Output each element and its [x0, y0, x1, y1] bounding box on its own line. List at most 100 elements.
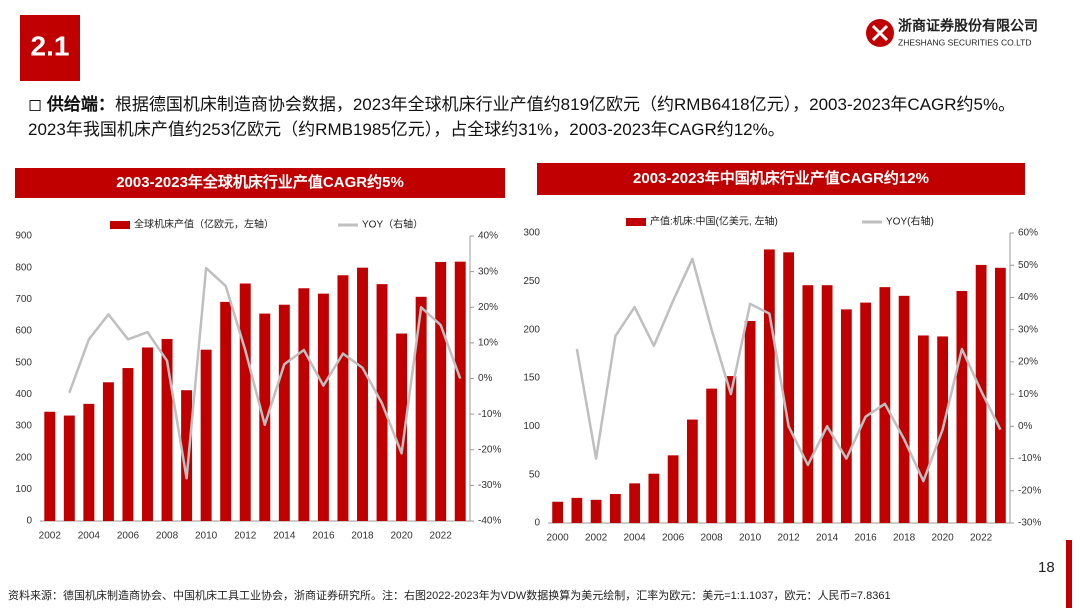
x-tick-label: 2002 — [39, 531, 62, 542]
y2-tick-label: -20% — [1018, 485, 1041, 496]
bar — [609, 494, 621, 523]
y2-tick-label: 0% — [1018, 421, 1033, 432]
x-tick-label: 2020 — [390, 531, 413, 542]
bullet-label: 供给端： — [46, 95, 115, 114]
bar — [63, 415, 75, 521]
x-tick-label: 2002 — [585, 533, 608, 544]
y2-tick-label: 40% — [478, 231, 498, 242]
y-tick-label: 100 — [523, 421, 540, 432]
y2-tick-label: -10% — [478, 409, 501, 420]
x-tick-label: 2010 — [739, 533, 762, 544]
y2-tick-label: -40% — [478, 516, 501, 527]
title-banner — [537, 163, 1025, 195]
bar — [200, 349, 212, 521]
bar — [454, 261, 466, 521]
x-tick-label: 2000 — [547, 533, 570, 544]
legend-label: YOY（右轴） — [362, 218, 423, 231]
x-tick-label: 2006 — [117, 531, 140, 542]
bar — [435, 261, 447, 521]
legend-swatch — [110, 221, 130, 229]
bar — [239, 283, 251, 521]
bar — [744, 320, 756, 523]
bullet-text: ◻ 供给端：根据德国机床制造商协会数据，2023年全球机床行业产值约819亿欧元… — [28, 95, 1016, 139]
title-banner — [15, 168, 505, 198]
section-badge — [20, 15, 80, 81]
y-tick-label: 900 — [15, 231, 32, 242]
x-tick-label: 2018 — [893, 533, 916, 544]
bar — [259, 313, 271, 521]
x-tick-label: 2022 — [970, 533, 993, 544]
bar — [83, 403, 95, 521]
y2-tick-label: 50% — [1018, 260, 1038, 271]
y-tick-label: 0 — [534, 518, 540, 529]
y2-tick-label: -20% — [478, 444, 501, 455]
bar — [161, 338, 173, 521]
y2-tick-label: 30% — [1018, 324, 1038, 335]
bar — [142, 347, 153, 521]
legend-swatch — [626, 218, 646, 226]
x-tick-label: 2008 — [156, 531, 179, 542]
y2-tick-label: 0% — [478, 373, 493, 384]
y-tick-label: 150 — [523, 373, 540, 384]
bar — [994, 267, 1006, 523]
chart-title: 2003-2023年全球机床行业产值CAGR约5% — [116, 173, 404, 191]
page-number: 18 — [1038, 559, 1055, 576]
bar — [783, 252, 795, 524]
bar — [763, 249, 775, 523]
bar — [648, 473, 660, 523]
bar — [898, 295, 910, 523]
x-tick-label: 2016 — [312, 531, 335, 542]
section-number: 2.1 — [31, 30, 70, 61]
bar — [317, 293, 329, 521]
x-tick-label: 2014 — [273, 531, 296, 542]
y-tick-label: 300 — [15, 421, 32, 432]
bullet-body: 根据德国机床制造商协会数据，2023年全球机床行业产值约819亿欧元（约RMB6… — [28, 95, 1016, 139]
bar — [122, 368, 134, 521]
bar — [415, 296, 427, 521]
bar — [840, 309, 852, 523]
x-tick-label: 2016 — [855, 533, 878, 544]
y-tick-label: 700 — [15, 294, 32, 305]
bar — [181, 390, 193, 521]
y2-tick-label: 60% — [1018, 228, 1038, 239]
bar — [725, 376, 737, 523]
y-tick-label: 600 — [15, 326, 32, 337]
bar — [686, 419, 698, 523]
y-tick-label: 250 — [523, 276, 540, 287]
x-tick-label: 2006 — [662, 533, 685, 544]
bar — [278, 304, 290, 521]
x-tick-label: 2022 — [430, 531, 453, 542]
x-tick-label: 2018 — [351, 531, 374, 542]
bar — [102, 382, 114, 521]
y-tick-label: 50 — [529, 469, 541, 480]
bar — [571, 497, 583, 523]
legend-label: 全球机床产值（亿欧元，左轴） — [134, 218, 274, 231]
x-tick-label: 2004 — [78, 531, 101, 542]
yoy-line — [68, 266, 462, 480]
y-tick-label: 0 — [26, 516, 32, 527]
bar — [590, 499, 602, 523]
y2-tick-label: -10% — [1018, 453, 1041, 464]
company-name: 浙商证券股份有限公司 — [898, 18, 1038, 34]
bar — [860, 302, 872, 523]
bar — [706, 388, 718, 523]
x-tick-label: 2010 — [195, 531, 218, 542]
bar — [357, 267, 368, 521]
y-tick-label: 500 — [15, 357, 32, 368]
bar — [821, 285, 833, 523]
bar — [629, 483, 641, 523]
y-tick-label: 200 — [523, 324, 540, 335]
bar — [802, 285, 814, 523]
bar — [396, 333, 408, 521]
y2-tick-label: 10% — [1018, 389, 1038, 400]
bar — [975, 264, 987, 523]
y2-tick-label: 40% — [1018, 292, 1038, 303]
x-tick-label: 2008 — [701, 533, 724, 544]
bar — [667, 455, 679, 523]
source-note: 资料来源：德国机床制造商协会、中国机床工具工业协会，浙商证券研究所。注：右图20… — [8, 590, 891, 602]
y2-tick-label: 30% — [478, 266, 498, 277]
x-tick-label: 2004 — [624, 533, 647, 544]
x-tick-label: 2012 — [234, 531, 257, 542]
